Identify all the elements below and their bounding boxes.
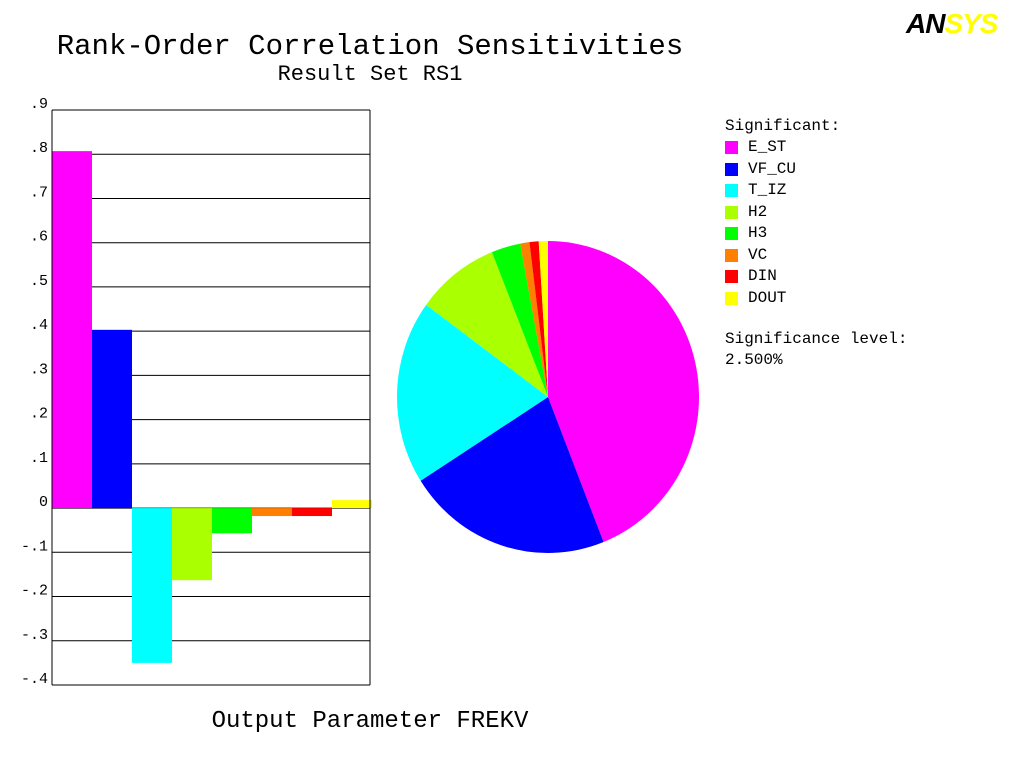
pie-slice-h3 bbox=[491, 243, 548, 397]
significance-value: 2.500% bbox=[725, 351, 783, 369]
y-tick-label: -.4 bbox=[21, 671, 48, 688]
chart-subtitle: Result Set RS1 bbox=[277, 62, 463, 87]
bar-e-st bbox=[52, 151, 92, 509]
y-tick-label: -.3 bbox=[21, 627, 48, 644]
pie-slice-e-st bbox=[548, 241, 699, 543]
legend-swatch bbox=[725, 291, 738, 305]
y-tick-label: .3 bbox=[30, 361, 48, 378]
bar-vf-cu bbox=[92, 329, 132, 509]
y-tick-label: .6 bbox=[30, 229, 48, 246]
bar-h2 bbox=[172, 508, 212, 581]
legend-swatch bbox=[725, 248, 738, 262]
logo-part-an: AN bbox=[906, 8, 945, 39]
pie-slice-vf-cu bbox=[420, 397, 604, 553]
legend-swatch bbox=[725, 184, 738, 198]
significance-label: Significance level: bbox=[725, 330, 908, 348]
bar-vc bbox=[252, 508, 292, 517]
bar-h3 bbox=[212, 508, 252, 534]
y-tick-label: .7 bbox=[30, 184, 48, 201]
legend-swatch bbox=[725, 205, 738, 219]
legend: Significant: E_ST VF_CU T_IZ H2 H3 VC DIN DOUT … bbox=[725, 116, 907, 371]
legend-swatch bbox=[725, 270, 738, 284]
y-tick-label: 0 bbox=[39, 494, 48, 511]
legend-label: E_ST bbox=[748, 138, 787, 157]
legend-item: E_ST bbox=[725, 137, 907, 159]
bar-dout bbox=[332, 500, 372, 509]
pie-slice-dout bbox=[538, 241, 548, 397]
x-axis-label: Output Parameter FREKV bbox=[211, 708, 529, 735]
legend-items: E_ST VF_CU T_IZ H2 H3 VC DIN DOUT bbox=[725, 137, 907, 309]
logo-part-sys: SYS bbox=[944, 8, 998, 39]
y-tick-label: .5 bbox=[30, 273, 48, 290]
ansys-logo: ANSYS bbox=[906, 8, 998, 40]
pie-chart bbox=[396, 241, 699, 553]
legend-label: H3 bbox=[748, 224, 768, 243]
axes bbox=[51, 110, 371, 686]
legend-label: T_IZ bbox=[748, 181, 787, 200]
legend-item: VC bbox=[725, 245, 907, 267]
y-tick-labels: .9 .8 .7 .6 .5 .4 .3 .2 .1 0 -.1 -.2 -.3 -.4 bbox=[21, 96, 48, 688]
chart-title: Rank-Order Correlation Sensitivities bbox=[56, 30, 684, 63]
legend-item: H2 bbox=[725, 202, 907, 224]
legend-title: Significant: bbox=[725, 117, 841, 135]
legend-item: VF_CU bbox=[725, 159, 907, 181]
legend-label: VF_CU bbox=[748, 159, 797, 178]
pie-slice-din bbox=[529, 241, 548, 397]
bar-t-iz bbox=[132, 508, 172, 663]
y-tick-label: .1 bbox=[30, 450, 48, 467]
pie-slice-t-iz bbox=[396, 304, 548, 481]
pie-slice-vc bbox=[520, 242, 548, 397]
legend-swatch bbox=[725, 162, 738, 176]
legend-item: H3 bbox=[725, 223, 907, 245]
pie-slice-h2 bbox=[426, 252, 548, 397]
legend-swatch bbox=[725, 141, 738, 155]
bar-din bbox=[292, 508, 332, 517]
y-tick-label: .9 bbox=[30, 96, 48, 113]
legend-item: DOUT bbox=[725, 288, 907, 310]
y-tick-label: .2 bbox=[30, 406, 48, 423]
legend-label: DIN bbox=[748, 267, 777, 286]
bar-series bbox=[52, 151, 372, 663]
y-tick-label: -.1 bbox=[21, 538, 48, 555]
y-tick-label: -.2 bbox=[21, 583, 48, 600]
legend-label: DOUT bbox=[748, 288, 787, 307]
legend-item: T_IZ bbox=[725, 180, 907, 202]
legend-item: DIN bbox=[725, 266, 907, 288]
legend-swatch bbox=[725, 227, 738, 241]
y-tick-label: .4 bbox=[30, 317, 48, 334]
y-tick-label: .8 bbox=[30, 140, 48, 157]
legend-label: VC bbox=[748, 245, 768, 264]
legend-label: H2 bbox=[748, 202, 768, 221]
